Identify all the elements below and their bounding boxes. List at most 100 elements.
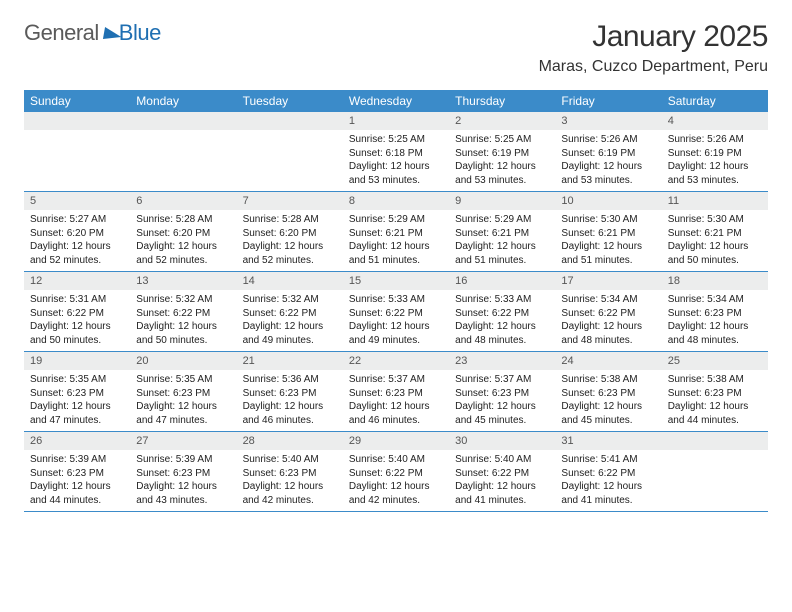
day-number: 3 (555, 112, 661, 130)
sunrise-text: Sunrise: 5:40 AM (243, 453, 337, 467)
title-block: January 2025 Maras, Cuzco Department, Pe… (539, 20, 768, 76)
daylight-text-2: and 42 minutes. (349, 494, 443, 508)
day-body: Sunrise: 5:26 AMSunset: 6:19 PMDaylight:… (555, 130, 661, 191)
sunrise-text: Sunrise: 5:25 AM (455, 133, 549, 147)
day-cell: 17Sunrise: 5:34 AMSunset: 6:22 PMDayligh… (555, 272, 661, 351)
day-body (24, 130, 130, 137)
day-cell: 12Sunrise: 5:31 AMSunset: 6:22 PMDayligh… (24, 272, 130, 351)
sunrise-text: Sunrise: 5:40 AM (349, 453, 443, 467)
daylight-text-2: and 43 minutes. (136, 494, 230, 508)
sunrise-text: Sunrise: 5:35 AM (30, 373, 124, 387)
day-body: Sunrise: 5:40 AMSunset: 6:22 PMDaylight:… (343, 450, 449, 511)
daylight-text-2: and 51 minutes. (455, 254, 549, 268)
daylight-text-1: Daylight: 12 hours (30, 240, 124, 254)
day-cell (662, 432, 768, 511)
daylight-text-2: and 48 minutes. (455, 334, 549, 348)
sunset-text: Sunset: 6:19 PM (561, 147, 655, 161)
day-cell: 9Sunrise: 5:29 AMSunset: 6:21 PMDaylight… (449, 192, 555, 271)
day-number: 2 (449, 112, 555, 130)
sunrise-text: Sunrise: 5:32 AM (136, 293, 230, 307)
day-body: Sunrise: 5:33 AMSunset: 6:22 PMDaylight:… (449, 290, 555, 351)
sunset-text: Sunset: 6:23 PM (349, 387, 443, 401)
day-cell: 23Sunrise: 5:37 AMSunset: 6:23 PMDayligh… (449, 352, 555, 431)
day-body: Sunrise: 5:32 AMSunset: 6:22 PMDaylight:… (130, 290, 236, 351)
sunset-text: Sunset: 6:23 PM (561, 387, 655, 401)
day-number: 15 (343, 272, 449, 290)
day-number: 20 (130, 352, 236, 370)
sunset-text: Sunset: 6:23 PM (136, 467, 230, 481)
day-cell: 22Sunrise: 5:37 AMSunset: 6:23 PMDayligh… (343, 352, 449, 431)
daylight-text-2: and 46 minutes. (349, 414, 443, 428)
daylight-text-1: Daylight: 12 hours (136, 240, 230, 254)
daylight-text-2: and 49 minutes. (349, 334, 443, 348)
day-cell (24, 112, 130, 191)
daylight-text-1: Daylight: 12 hours (136, 320, 230, 334)
daylight-text-1: Daylight: 12 hours (455, 240, 549, 254)
day-body (130, 130, 236, 137)
weekday-header: Thursday (449, 90, 555, 112)
day-number: 31 (555, 432, 661, 450)
day-body (662, 450, 768, 457)
daylight-text-2: and 50 minutes. (136, 334, 230, 348)
sunrise-text: Sunrise: 5:38 AM (668, 373, 762, 387)
day-body: Sunrise: 5:26 AMSunset: 6:19 PMDaylight:… (662, 130, 768, 191)
day-number: 29 (343, 432, 449, 450)
day-number: 24 (555, 352, 661, 370)
day-cell (237, 112, 343, 191)
day-cell: 1Sunrise: 5:25 AMSunset: 6:18 PMDaylight… (343, 112, 449, 191)
sunset-text: Sunset: 6:23 PM (668, 307, 762, 321)
day-cell: 8Sunrise: 5:29 AMSunset: 6:21 PMDaylight… (343, 192, 449, 271)
daylight-text-1: Daylight: 12 hours (349, 320, 443, 334)
sunset-text: Sunset: 6:23 PM (243, 387, 337, 401)
day-number (237, 112, 343, 130)
day-cell: 2Sunrise: 5:25 AMSunset: 6:19 PMDaylight… (449, 112, 555, 191)
day-cell: 11Sunrise: 5:30 AMSunset: 6:21 PMDayligh… (662, 192, 768, 271)
day-cell: 7Sunrise: 5:28 AMSunset: 6:20 PMDaylight… (237, 192, 343, 271)
day-body: Sunrise: 5:34 AMSunset: 6:23 PMDaylight:… (662, 290, 768, 351)
daylight-text-1: Daylight: 12 hours (668, 160, 762, 174)
day-number: 23 (449, 352, 555, 370)
sunset-text: Sunset: 6:22 PM (349, 467, 443, 481)
day-cell: 15Sunrise: 5:33 AMSunset: 6:22 PMDayligh… (343, 272, 449, 351)
daylight-text-2: and 51 minutes. (349, 254, 443, 268)
day-number: 14 (237, 272, 343, 290)
day-number: 6 (130, 192, 236, 210)
day-cell: 10Sunrise: 5:30 AMSunset: 6:21 PMDayligh… (555, 192, 661, 271)
day-body: Sunrise: 5:39 AMSunset: 6:23 PMDaylight:… (24, 450, 130, 511)
sunrise-text: Sunrise: 5:35 AM (136, 373, 230, 387)
sunset-text: Sunset: 6:23 PM (30, 467, 124, 481)
day-number (24, 112, 130, 130)
sunset-text: Sunset: 6:23 PM (455, 387, 549, 401)
sunrise-text: Sunrise: 5:30 AM (668, 213, 762, 227)
daylight-text-2: and 41 minutes. (561, 494, 655, 508)
sunset-text: Sunset: 6:22 PM (455, 307, 549, 321)
sunrise-text: Sunrise: 5:26 AM (561, 133, 655, 147)
day-number: 16 (449, 272, 555, 290)
daylight-text-1: Daylight: 12 hours (243, 320, 337, 334)
daylight-text-1: Daylight: 12 hours (561, 320, 655, 334)
sunrise-text: Sunrise: 5:37 AM (349, 373, 443, 387)
sunrise-text: Sunrise: 5:34 AM (561, 293, 655, 307)
day-number: 22 (343, 352, 449, 370)
daylight-text-1: Daylight: 12 hours (349, 160, 443, 174)
sunset-text: Sunset: 6:22 PM (30, 307, 124, 321)
sunrise-text: Sunrise: 5:39 AM (136, 453, 230, 467)
day-cell: 31Sunrise: 5:41 AMSunset: 6:22 PMDayligh… (555, 432, 661, 511)
daylight-text-2: and 53 minutes. (561, 174, 655, 188)
weekday-header: Monday (130, 90, 236, 112)
day-number: 18 (662, 272, 768, 290)
daylight-text-2: and 51 minutes. (561, 254, 655, 268)
day-body: Sunrise: 5:28 AMSunset: 6:20 PMDaylight:… (237, 210, 343, 271)
day-cell: 24Sunrise: 5:38 AMSunset: 6:23 PMDayligh… (555, 352, 661, 431)
day-body (237, 130, 343, 137)
sunset-text: Sunset: 6:20 PM (243, 227, 337, 241)
daylight-text-1: Daylight: 12 hours (455, 480, 549, 494)
sunrise-text: Sunrise: 5:34 AM (668, 293, 762, 307)
week-row: 5Sunrise: 5:27 AMSunset: 6:20 PMDaylight… (24, 192, 768, 272)
day-number: 26 (24, 432, 130, 450)
day-number: 21 (237, 352, 343, 370)
day-number: 8 (343, 192, 449, 210)
day-body: Sunrise: 5:37 AMSunset: 6:23 PMDaylight:… (343, 370, 449, 431)
week-row: 12Sunrise: 5:31 AMSunset: 6:22 PMDayligh… (24, 272, 768, 352)
day-body: Sunrise: 5:31 AMSunset: 6:22 PMDaylight:… (24, 290, 130, 351)
